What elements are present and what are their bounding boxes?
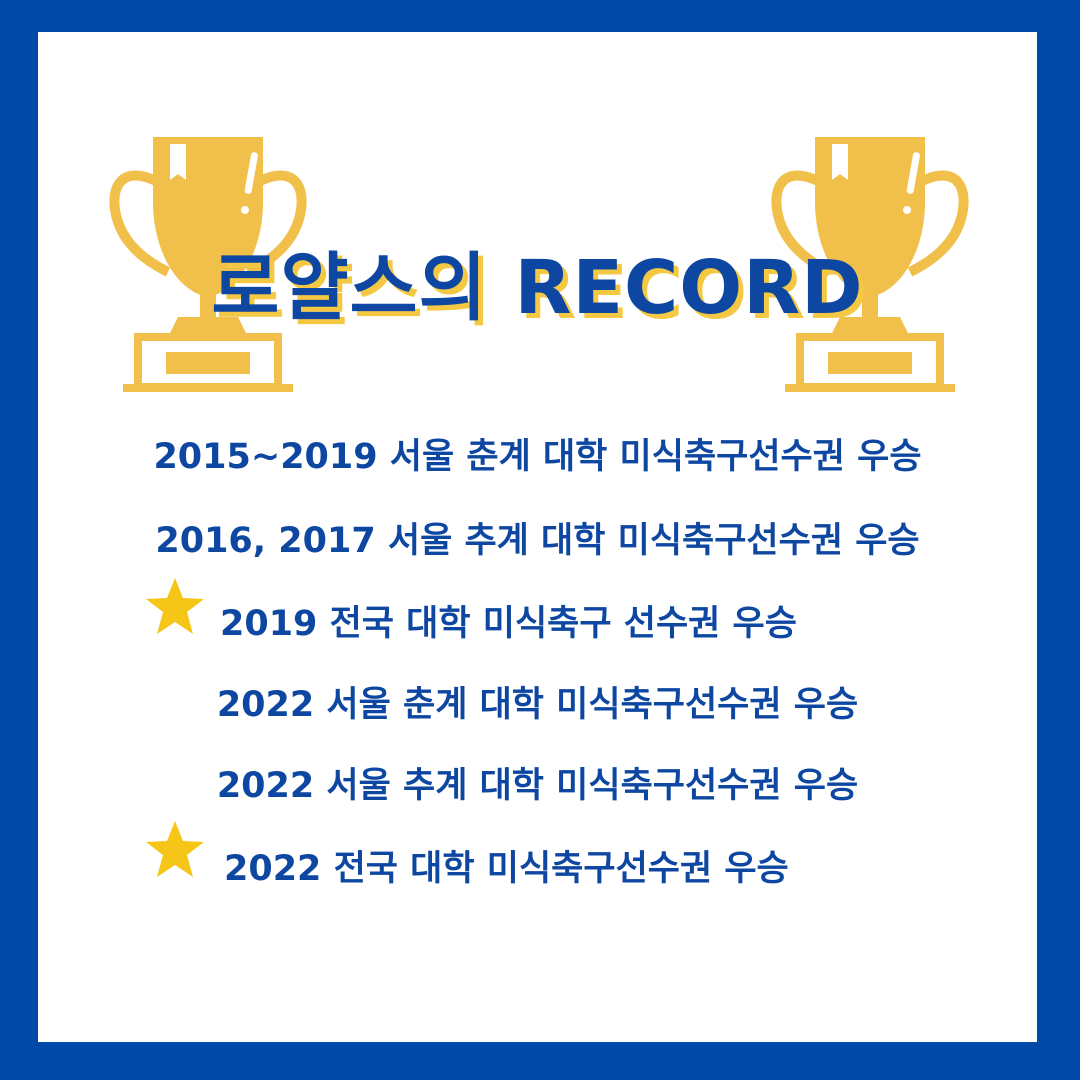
record-item: 2022 전국 대학 미식축구선수권 우승 xyxy=(224,849,789,889)
record-item: 2022 서울 춘계 대학 미식축구선수권 우승 xyxy=(216,685,859,725)
star-icon xyxy=(146,821,204,877)
page-title: 로얄스의 RECORD xyxy=(211,245,864,331)
trophy-icon xyxy=(109,137,307,392)
record-item: 2019 전국 대학 미식축구 선수권 우승 xyxy=(220,604,797,644)
trophy-icon xyxy=(771,137,969,392)
record-item: 2022 서울 추계 대학 미식축구선수권 우승 xyxy=(216,766,859,806)
poster-card: 로얄스의 RECORD 2015~2019 서울 춘계 대학 미식축구선수권 우… xyxy=(38,32,1037,1042)
record-item: 2015~2019 서울 춘계 대학 미식축구선수권 우승 xyxy=(153,437,922,477)
record-item: 2016, 2017 서울 추계 대학 미식축구선수권 우승 xyxy=(155,521,920,561)
star-icon xyxy=(146,578,204,634)
